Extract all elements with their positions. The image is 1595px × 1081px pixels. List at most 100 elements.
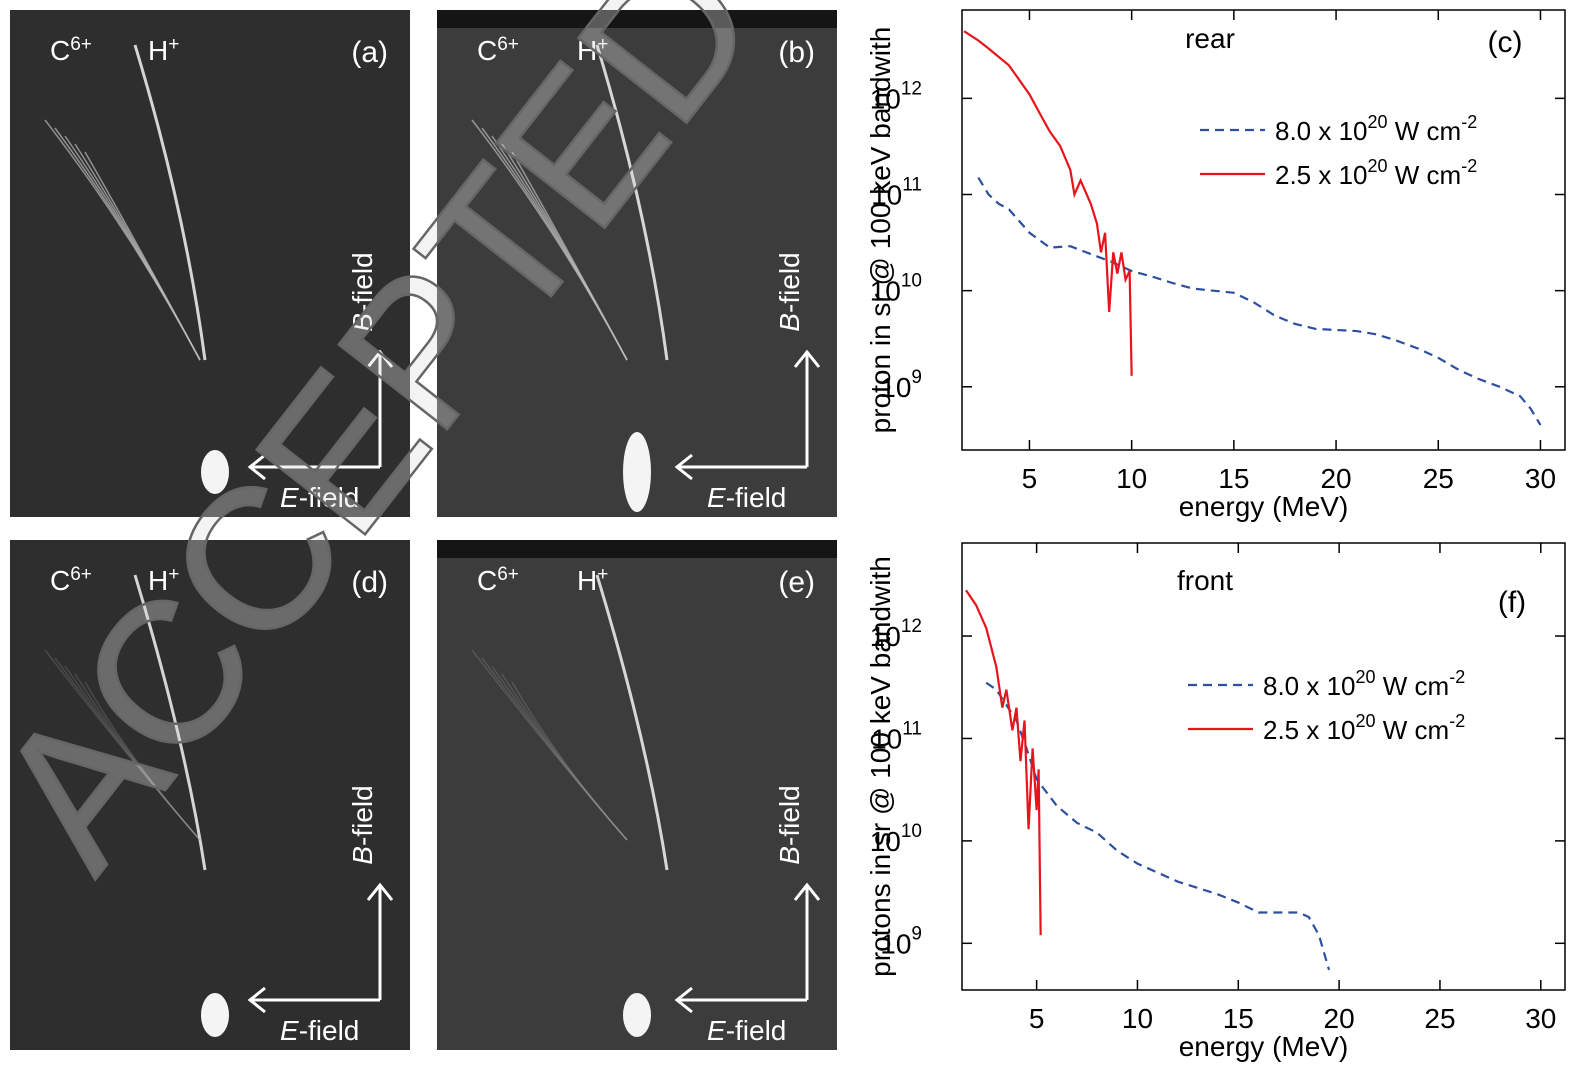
spot — [201, 450, 229, 494]
b-field-label: B-field — [347, 252, 378, 331]
field-symbol: B — [347, 846, 378, 865]
x-tick-label: 5 — [1029, 1003, 1045, 1034]
y-axis-label: proton in sr @ 100 keV bandwith — [865, 27, 896, 434]
tick-exponent: 10 — [901, 271, 922, 292]
ion-trace — [511, 681, 628, 841]
data-line — [977, 177, 1542, 426]
ion-trace — [44, 649, 201, 841]
field-text: -field — [299, 1015, 360, 1046]
field-symbol: B — [774, 846, 805, 865]
legend-text: 2.5 x 10 — [1263, 715, 1356, 745]
spot — [623, 432, 651, 512]
field-symbol: E — [280, 1015, 299, 1046]
tick-exponent: 9 — [911, 923, 922, 944]
panel-label: (a) — [351, 36, 388, 69]
ion-base: H — [148, 35, 168, 66]
plot-frame — [961, 9, 1566, 451]
x-tick-label: 20 — [1324, 1003, 1355, 1034]
ion-base: C — [50, 565, 70, 596]
legend-text: W cm — [1388, 160, 1462, 190]
field-symbol: E — [280, 482, 299, 513]
field-symbol: E — [707, 1015, 726, 1046]
field-text: -field — [726, 482, 787, 513]
x-tick-label: 30 — [1525, 463, 1556, 494]
tick-base: 10 — [870, 83, 901, 114]
legend-exponent: 20 — [1356, 711, 1376, 731]
ion-charge: 6+ — [497, 34, 519, 55]
legend-text: W cm — [1376, 715, 1450, 745]
field-text: -field — [347, 252, 378, 313]
x-tick-label: 15 — [1223, 1003, 1254, 1034]
legend-label: 8.0 x 1020 W cm-2 — [1263, 667, 1465, 701]
legend-exponent: -2 — [1449, 667, 1465, 687]
field-text: -field — [347, 785, 378, 846]
ion-trace — [84, 151, 201, 361]
panel-label: (b) — [778, 36, 815, 69]
field-text: -field — [299, 482, 360, 513]
ion-trace — [501, 673, 628, 841]
legend-text: W cm — [1388, 116, 1462, 146]
e-field-label: E-field — [280, 1015, 359, 1046]
ion-trace — [595, 574, 669, 871]
legend-exponent: 20 — [1368, 156, 1388, 176]
data-line — [985, 681, 1331, 971]
x-axis-label: energy (MeV) — [1179, 1031, 1349, 1062]
image-edge — [437, 10, 837, 28]
legend-exponent: -2 — [1461, 156, 1477, 176]
field-symbol: E — [707, 482, 726, 513]
y-tick-label: 1010 — [870, 821, 922, 857]
data-line — [965, 589, 1042, 936]
legend-exponent: -2 — [1449, 711, 1465, 731]
ion-base: C — [477, 565, 497, 596]
x-tick-label: 10 — [1116, 463, 1147, 494]
y-tick-label: 1010 — [870, 271, 922, 307]
tick-base: 10 — [870, 826, 901, 857]
field-text: -field — [774, 252, 805, 313]
plot-frame — [961, 542, 1566, 991]
tick-base: 10 — [880, 372, 911, 403]
annotation: rear — [1185, 23, 1235, 54]
x-tick-label: 25 — [1424, 1003, 1455, 1034]
ion-label: H+ — [577, 34, 608, 66]
ion-charge: + — [597, 34, 608, 55]
field-text: -field — [726, 1015, 787, 1046]
legend-exponent: -2 — [1461, 112, 1477, 132]
field-text: -field — [774, 785, 805, 846]
x-tick-label: 20 — [1320, 463, 1351, 494]
e-field-arrow — [674, 986, 807, 1014]
tick-base: 10 — [870, 276, 901, 307]
field-symbol: B — [347, 313, 378, 332]
b-field-arrow — [793, 349, 821, 467]
image-edge — [437, 540, 837, 558]
y-axis-label: protons in sr @ 100 keV bandwith — [865, 556, 896, 977]
ion-charge: 6+ — [497, 564, 519, 585]
ion-base: C — [50, 35, 70, 66]
tick-base: 10 — [880, 928, 911, 959]
y-tick-label: 1011 — [871, 175, 922, 211]
spot — [623, 993, 651, 1037]
ion-charge: 6+ — [70, 564, 92, 585]
ion-trace — [133, 574, 207, 871]
ion-base: H — [577, 35, 597, 66]
image-panel — [10, 540, 410, 1050]
x-tick-label: 30 — [1525, 1003, 1556, 1034]
ion-label: C6+ — [50, 34, 92, 66]
ion-trace — [133, 44, 207, 361]
panel-label: (d) — [351, 566, 388, 599]
legend-text: 8.0 x 10 — [1275, 116, 1368, 146]
legend-exponent: 20 — [1368, 112, 1388, 132]
panel-label: (c) — [1488, 26, 1523, 59]
x-axis-label: energy (MeV) — [1179, 491, 1349, 522]
panel-label: (e) — [778, 566, 815, 599]
y-tick-label: 1011 — [871, 718, 922, 754]
panel-label: (f) — [1498, 586, 1526, 619]
e-field-label: E-field — [707, 1015, 786, 1046]
ion-trace — [74, 673, 201, 841]
ion-base: H — [148, 565, 168, 596]
spot — [201, 993, 229, 1037]
image-panel — [437, 540, 837, 1050]
ion-label: C6+ — [477, 564, 519, 596]
legend-text: W cm — [1376, 671, 1450, 701]
